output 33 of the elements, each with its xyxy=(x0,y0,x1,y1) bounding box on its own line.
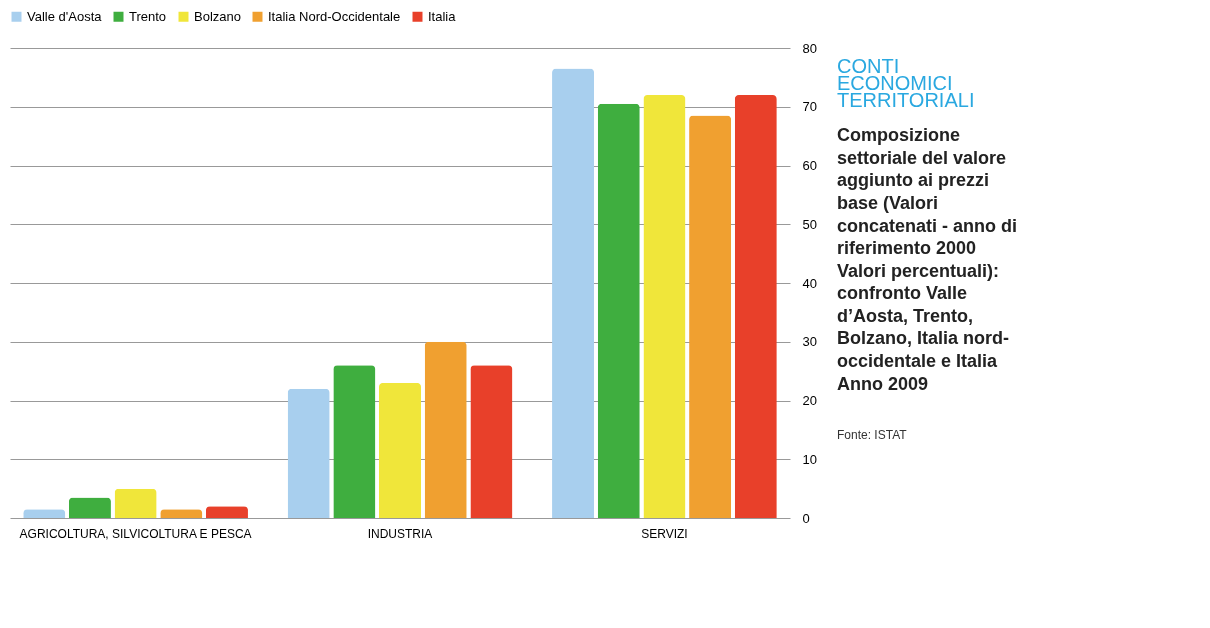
bar xyxy=(333,365,376,518)
bar xyxy=(287,388,330,518)
bar xyxy=(378,382,422,518)
bar xyxy=(552,68,595,518)
x-tick-label: AGRICOLTURA, SILVICOLTURA E PESCA xyxy=(19,526,252,541)
text: Composizione settoriale del valore aggiunto ai prezzi base (Valori concatenati - anno di riferimento 2000 Valori percentuali): confronto Valle d’Aosta, Trento, Bolzano, Italia nord-occidentale e Italia Anno 2009 xyxy=(837,125,1018,394)
legend-label: Trento xyxy=(129,8,167,24)
bar xyxy=(689,115,732,518)
legend-label: Bolzano xyxy=(194,8,241,24)
bar xyxy=(734,95,777,518)
x-tick-label: INDUSTRIA xyxy=(367,526,433,541)
x-tick-label: SERVIZI xyxy=(641,526,688,541)
bar xyxy=(470,365,513,518)
source-note: Fonte: ISTAT xyxy=(837,428,908,443)
y-tick-label: 20 xyxy=(802,393,817,408)
y-tick-label: 30 xyxy=(802,334,817,350)
bar xyxy=(424,341,467,518)
legend-label: Italia xyxy=(428,8,457,24)
y-tick-label: 40 xyxy=(802,275,817,291)
y-tick-label: 80 xyxy=(802,40,817,56)
y-tick-label: 60 xyxy=(802,158,817,173)
legend-label: Italia Nord-Occidentale xyxy=(268,8,401,24)
legend-label: Valle d'Aosta xyxy=(27,8,103,24)
y-tick-label: 50 xyxy=(802,216,817,232)
text: CONTI ECONOMICI TERRITORIALI xyxy=(837,54,975,111)
bar xyxy=(205,506,248,518)
y-tick-label: 70 xyxy=(802,99,817,115)
bar xyxy=(68,497,111,518)
bar xyxy=(114,488,157,518)
y-tick-label: 0 xyxy=(802,510,810,526)
bar xyxy=(643,95,686,518)
y-tick-label: 10 xyxy=(802,451,817,467)
bar xyxy=(597,103,640,518)
